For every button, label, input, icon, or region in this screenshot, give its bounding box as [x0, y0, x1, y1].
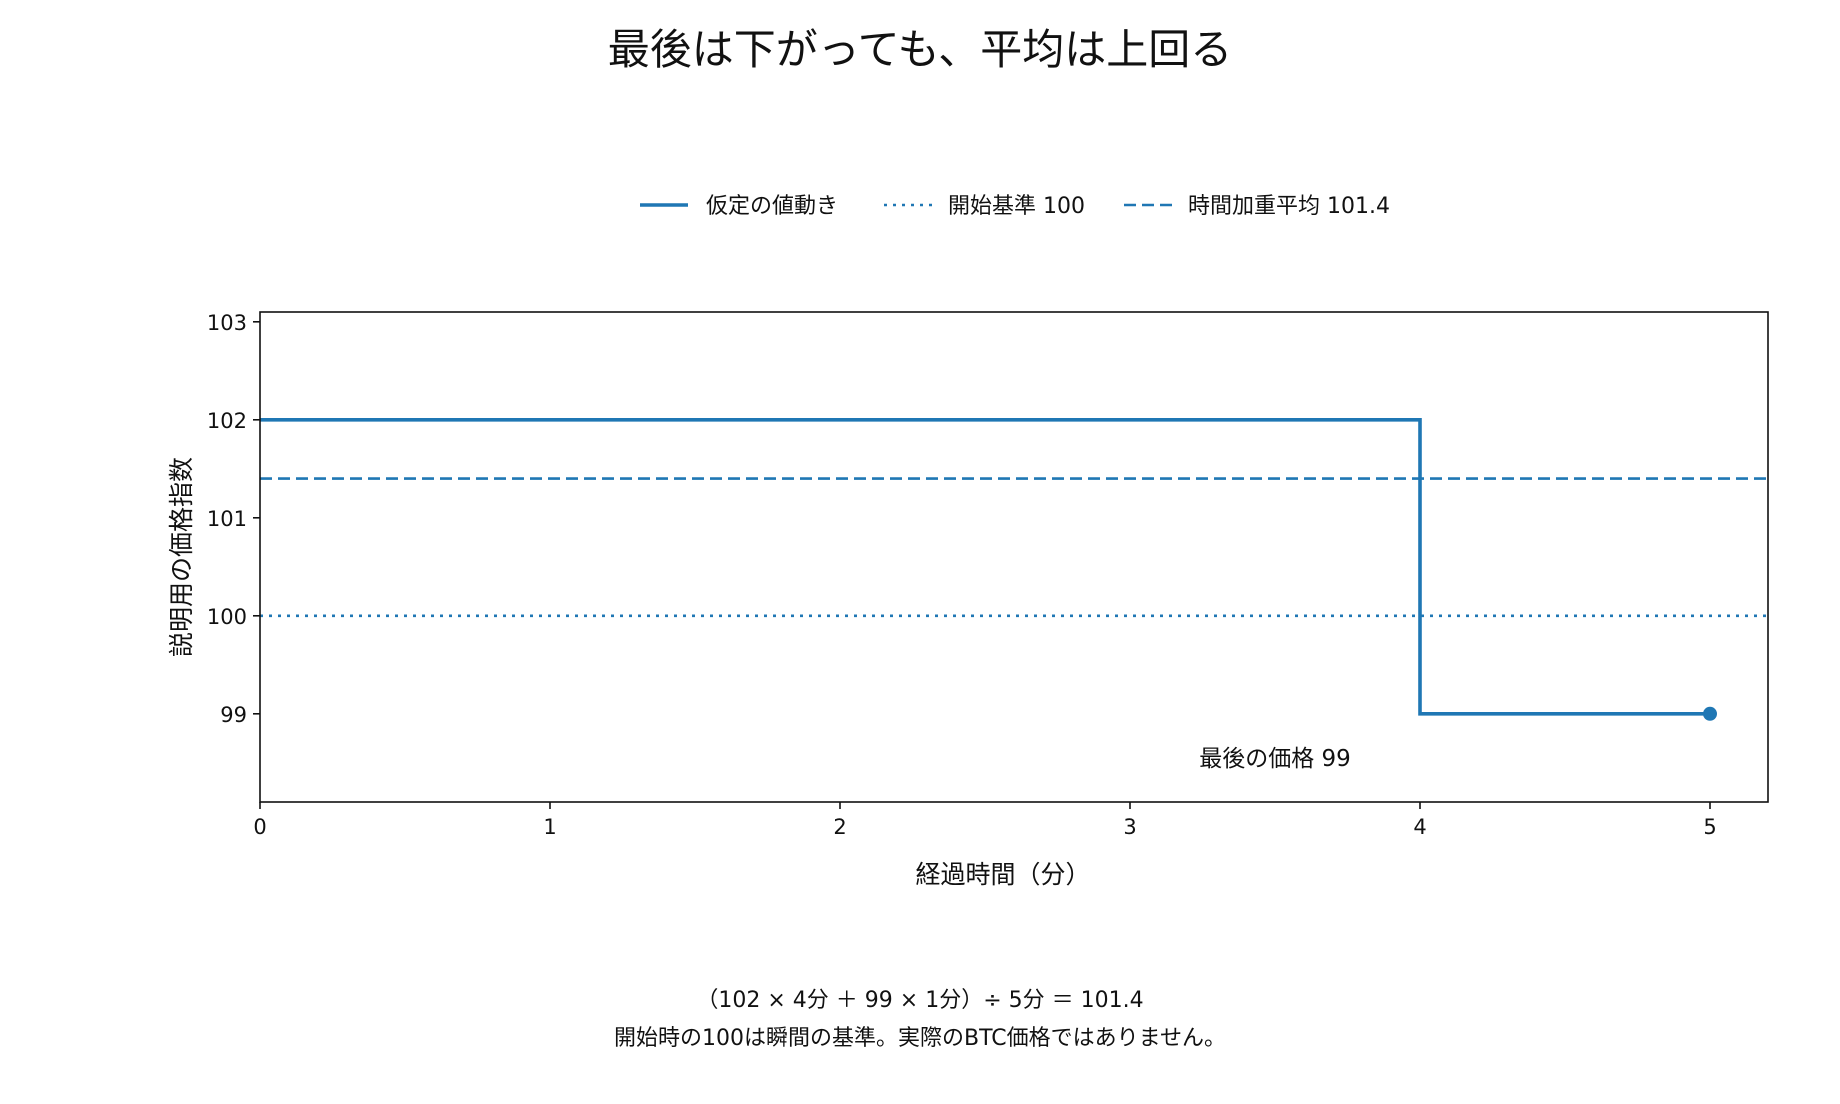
x-tick-label: 2: [833, 815, 846, 839]
chart-title: 最後は下がっても、平均は上回る: [608, 25, 1233, 74]
y-tick-label: 101: [207, 507, 247, 531]
x-axis: 0 1 2 3 4 5: [253, 802, 1717, 839]
plot-frame: [259, 311, 1769, 803]
y-axis-label: 説明用の価格指数: [167, 457, 196, 657]
y-tick-label: 99: [220, 703, 247, 727]
y-tick-label: 103: [207, 311, 247, 335]
footnote-disclaimer: 開始時の100は瞬間の基準。実際のBTC価格ではありません。: [614, 1026, 1226, 1051]
x-tick-label: 5: [1703, 815, 1716, 839]
end-point-marker: [1703, 706, 1717, 721]
x-tick-label: 1: [543, 815, 556, 839]
series-line-price-path: [260, 418, 1710, 716]
legend-label: 開始基準 100: [948, 194, 1085, 219]
legend-label: 時間加重平均 101.4: [1188, 194, 1390, 219]
x-tick-label: 0: [253, 815, 266, 839]
x-tick-label: 3: [1123, 815, 1136, 839]
plot-area: 0 1 2 3 4 5 99 100 101 102 103 最後の価格 99: [207, 311, 1769, 839]
footnote-formula: （102 × 4分 ＋ 99 × 1分）÷ 5分 ＝ 101.4: [696, 988, 1143, 1013]
y-axis: 99 100 101 102 103: [207, 311, 260, 727]
legend-label: 仮定の値動き: [706, 194, 838, 219]
x-tick-label: 4: [1413, 815, 1426, 839]
last-price-annotation: 最後の価格 99: [1199, 746, 1351, 772]
series-layer: [260, 418, 1768, 716]
legend: 仮定の値動き 開始基準 100 時間加重平均 101.4: [640, 194, 1390, 219]
y-tick-label: 100: [207, 605, 247, 629]
annotation-layer: 最後の価格 99: [1199, 746, 1351, 772]
x-axis-label: 経過時間（分）: [915, 860, 1090, 889]
y-tick-label: 102: [207, 409, 247, 433]
